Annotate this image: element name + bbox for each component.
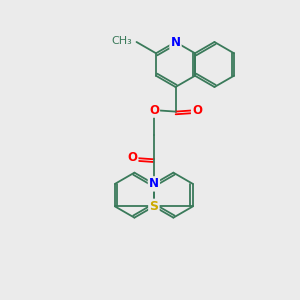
Text: O: O: [149, 103, 159, 117]
Text: N: N: [170, 35, 181, 49]
Text: N: N: [149, 177, 159, 190]
Text: S: S: [149, 200, 158, 213]
Text: O: O: [127, 151, 137, 164]
Text: O: O: [192, 103, 202, 117]
Text: CH₃: CH₃: [111, 35, 132, 46]
